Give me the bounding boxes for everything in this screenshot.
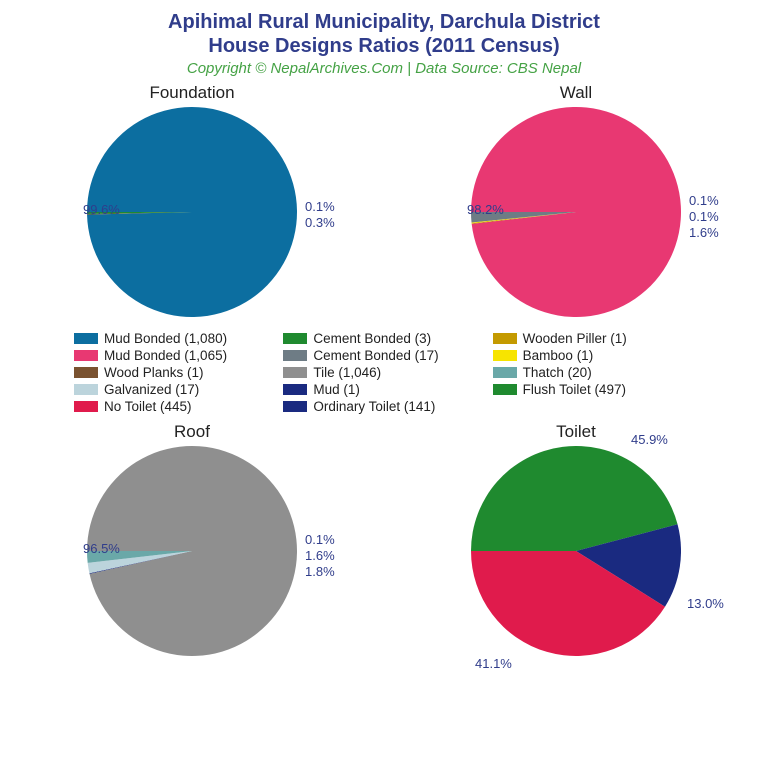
legend-label: Galvanized (17) xyxy=(104,382,199,397)
legend-swatch xyxy=(493,350,517,361)
pie-roof: 96.5%0.1%1.6%1.8% xyxy=(87,446,297,656)
legend-label: Flush Toilet (497) xyxy=(523,382,626,397)
chart-title-foundation: Foundation xyxy=(22,83,362,103)
legend-item: Ordinary Toilet (141) xyxy=(283,399,484,414)
legend-label: Mud Bonded (1,065) xyxy=(104,348,227,363)
chart-foundation: Foundation 99.6%0.1%0.3% xyxy=(22,83,362,317)
legend-label: Cement Bonded (17) xyxy=(313,348,438,363)
title-line-2: House Designs Ratios (2011 Census) xyxy=(0,34,768,58)
legend-swatch xyxy=(74,350,98,361)
legend-label: Ordinary Toilet (141) xyxy=(313,399,435,414)
legend-label: Bamboo (1) xyxy=(523,348,594,363)
legend: Mud Bonded (1,080) Cement Bonded (3) Woode… xyxy=(74,331,694,414)
legend-item: Bamboo (1) xyxy=(493,348,694,363)
legend-label: Wood Planks (1) xyxy=(104,365,204,380)
legend-item: Mud Bonded (1,065) xyxy=(74,348,275,363)
legend-label: Wooden Piller (1) xyxy=(523,331,627,346)
legend-swatch xyxy=(283,333,307,344)
pie-label: 0.1% xyxy=(689,209,719,224)
pie-label: 1.6% xyxy=(689,225,719,240)
legend-swatch xyxy=(74,401,98,412)
chart-row-bottom: Roof 96.5%0.1%1.6%1.8% Toilet 45.9%13.0%… xyxy=(0,422,768,656)
pie-label: 0.1% xyxy=(305,532,335,547)
legend-item: Thatch (20) xyxy=(493,365,694,380)
legend-item: Mud Bonded (1,080) xyxy=(74,331,275,346)
pie-label: 96.5% xyxy=(83,541,120,556)
legend-item: No Toilet (445) xyxy=(74,399,275,414)
legend-swatch xyxy=(74,367,98,378)
legend-swatch xyxy=(283,384,307,395)
chart-toilet: Toilet 45.9%13.0%41.1% xyxy=(406,422,746,656)
legend-item: Cement Bonded (3) xyxy=(283,331,484,346)
pie-label: 13.0% xyxy=(687,596,724,611)
legend-item: Wooden Piller (1) xyxy=(493,331,694,346)
pie-label: 0.1% xyxy=(305,199,335,214)
pie-label: 0.3% xyxy=(305,215,335,230)
legend-label: Cement Bonded (3) xyxy=(313,331,431,346)
pie-label: 45.9% xyxy=(631,432,668,447)
legend-label: Mud Bonded (1,080) xyxy=(104,331,227,346)
legend-item: Wood Planks (1) xyxy=(74,365,275,380)
legend-item: Tile (1,046) xyxy=(283,365,484,380)
subtitle: Copyright © NepalArchives.Com | Data Sou… xyxy=(0,60,768,77)
pie-svg xyxy=(471,446,681,656)
legend-swatch xyxy=(74,384,98,395)
legend-item: Mud (1) xyxy=(283,382,484,397)
chart-roof: Roof 96.5%0.1%1.6%1.8% xyxy=(22,422,362,656)
title-block: Apihimal Rural Municipality, Darchula Di… xyxy=(0,0,768,77)
legend-swatch xyxy=(493,333,517,344)
pie-label: 41.1% xyxy=(475,656,512,671)
legend-item: Flush Toilet (497) xyxy=(493,382,694,397)
legend-label: Thatch (20) xyxy=(523,365,592,380)
legend-swatch xyxy=(493,367,517,378)
chart-row-top: Foundation 99.6%0.1%0.3% Wall 98.2%0.1%0… xyxy=(0,83,768,317)
legend-swatch xyxy=(283,350,307,361)
legend-label: No Toilet (445) xyxy=(104,399,192,414)
pie-label: 0.1% xyxy=(689,193,719,208)
pie-label: 1.8% xyxy=(305,564,335,579)
legend-swatch xyxy=(283,401,307,412)
legend-item: Cement Bonded (17) xyxy=(283,348,484,363)
pie-foundation: 99.6%0.1%0.3% xyxy=(87,107,297,317)
chart-title-roof: Roof xyxy=(22,422,362,442)
pie-wall: 98.2%0.1%0.1%1.6% xyxy=(471,107,681,317)
legend-swatch xyxy=(493,384,517,395)
pie-label: 99.6% xyxy=(83,202,120,217)
legend-swatch xyxy=(74,333,98,344)
legend-swatch xyxy=(283,367,307,378)
legend-label: Tile (1,046) xyxy=(313,365,381,380)
chart-title-toilet: Toilet xyxy=(406,422,746,442)
legend-item: Galvanized (17) xyxy=(74,382,275,397)
pie-label: 98.2% xyxy=(467,202,504,217)
pie-toilet: 45.9%13.0%41.1% xyxy=(471,446,681,656)
chart-wall: Wall 98.2%0.1%0.1%1.6% xyxy=(406,83,746,317)
pie-label: 1.6% xyxy=(305,548,335,563)
legend-label: Mud (1) xyxy=(313,382,360,397)
title-line-1: Apihimal Rural Municipality, Darchula Di… xyxy=(0,10,768,34)
chart-title-wall: Wall xyxy=(406,83,746,103)
